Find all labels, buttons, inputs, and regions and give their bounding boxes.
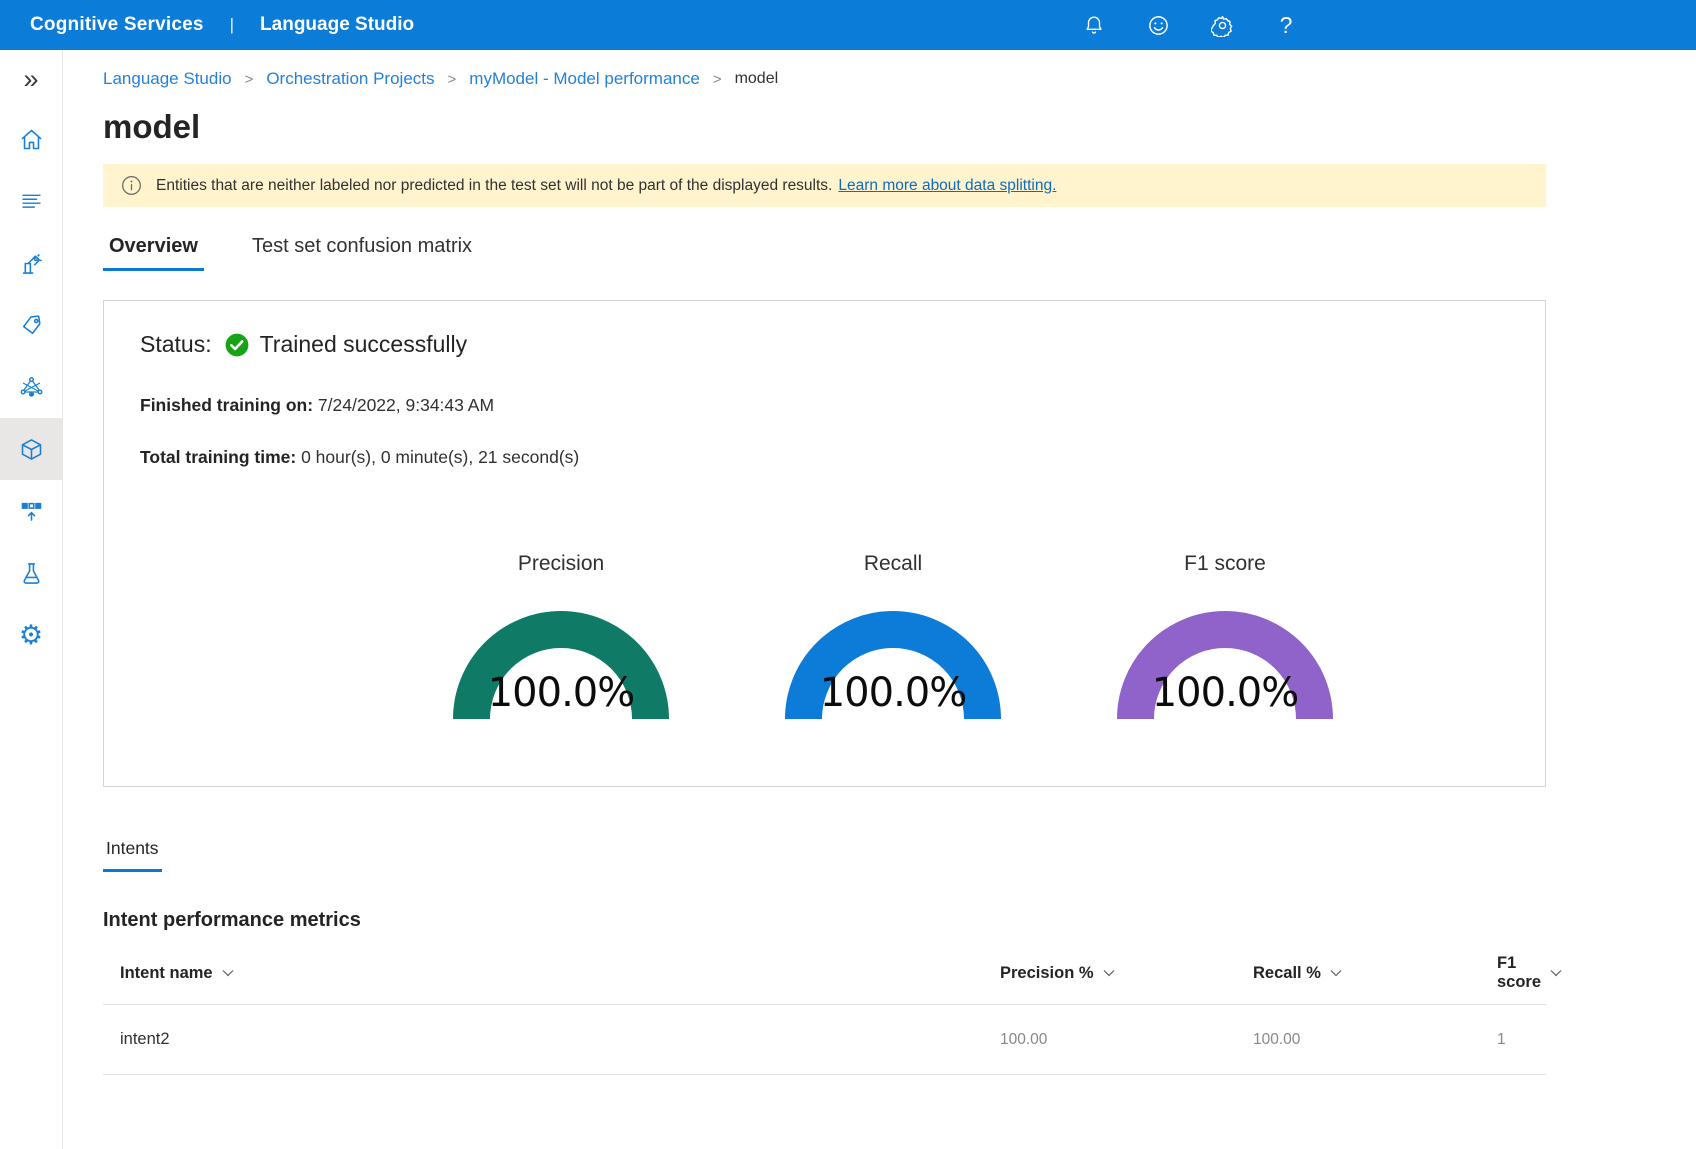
text-lines-icon [18,188,45,215]
sidebar-item-orchestration[interactable] [0,356,62,418]
success-check-icon [224,332,250,358]
training-status-card: Status: Trained successfully Finished tr… [103,300,1546,787]
entity-pivot: Intents [103,834,1546,872]
table-header-row: Intent name Precision % Recall % [103,942,1562,1004]
sidebar-item-labeling[interactable] [0,294,62,356]
breadcrumb-model-performance[interactable]: myModel - Model performance [469,69,700,88]
breadcrumb-current: model [734,70,779,87]
deploy-upload-icon [18,498,45,525]
status-line: Status: Trained successfully [140,331,1509,358]
tab-intents[interactable]: Intents [103,834,162,872]
flask-icon [18,560,45,587]
finished-training-line: Finished training on: 7/24/2022, 9:34:43… [140,395,1509,416]
tab-overview[interactable]: Overview [103,231,204,271]
finished-training-label: Finished training on: [140,395,314,415]
topbar-icon-group: ? [1082,0,1298,50]
sidebar-item-settings[interactable]: ⚙ [0,604,62,666]
notifications-bell-icon[interactable] [1082,13,1106,37]
brand-divider: | [229,15,235,34]
sidebar-item-testing[interactable] [0,542,62,604]
breadcrumb: Language Studio > Orchestration Projects… [103,50,1546,89]
breadcrumb-orchestration-projects[interactable]: Orchestration Projects [266,69,435,88]
help-question-icon[interactable]: ? [1279,11,1293,38]
banner-learn-more-link[interactable]: Learn more about data splitting. [838,176,1057,194]
robot-arm-icon [18,250,45,277]
table-row-intent2[interactable]: intent2 100.00 100.00 1 [103,1005,1546,1074]
breadcrumb-separator-icon: > [712,70,722,88]
cube-icon [18,436,45,463]
column-header-f1-score[interactable]: F1 score [1497,954,1562,992]
f1-gauge: F1 score 100.0% [1059,552,1391,719]
left-navigation-rail: » [0,50,63,1149]
tab-test-set-confusion-matrix[interactable]: Test set confusion matrix [251,235,473,257]
table-divider [103,1074,1546,1075]
home-icon [18,126,45,153]
recall-gauge-label: Recall [863,552,923,575]
column-header-precision[interactable]: Precision % [1000,964,1253,983]
breadcrumb-language-studio[interactable]: Language Studio [103,69,232,88]
f1-gauge-label: F1 score [1184,552,1266,575]
info-banner: Entities that are neither labeled nor pr… [103,164,1546,207]
feedback-smiley-icon[interactable] [1146,13,1170,37]
cell-recall: 100.00 [1253,1030,1301,1048]
training-time-value: 0 hour(s), 0 minute(s), 21 second(s) [301,447,580,467]
recall-gauge-value: 100.0% [819,670,968,716]
tag-icon [18,312,45,339]
status-value: Trained successfully [259,331,468,357]
sidebar-item-model-performance[interactable] [0,418,62,480]
expand-sidebar-button[interactable]: » [0,50,62,108]
chevron-down-icon [222,969,234,977]
cell-f1-score: 1 [1497,1030,1506,1048]
finished-training-value: 7/24/2022, 9:34:43 AM [317,395,495,415]
column-header-recall[interactable]: Recall % [1253,964,1497,983]
page-title: model [103,108,201,145]
table-divider [103,1004,1546,1005]
precision-gauge-value: 100.0% [487,670,636,716]
status-label: Status: [140,331,212,357]
page-tabs: Overview Test set confusion matrix [103,231,1546,271]
sidebar-item-projects[interactable] [0,170,62,232]
training-time-label: Total training time: [140,447,297,467]
sidebar-item-machine-learning[interactable] [0,232,62,294]
double-chevron-right-icon: » [23,63,39,94]
network-graph-icon [18,374,45,401]
breadcrumb-separator-icon: > [244,70,254,88]
breadcrumb-separator-icon: > [447,70,457,88]
chevron-down-icon [1330,969,1342,977]
chevron-down-icon [1103,969,1115,977]
top-app-bar: Cognitive Services | Language Studio ? [0,0,1696,50]
cell-precision: 100.00 [1000,1030,1048,1048]
chevron-down-icon [1550,969,1562,977]
metrics-heading: Intent performance metrics [103,909,361,931]
precision-gauge: Precision 100.0% [395,552,727,719]
metric-gauges: Precision 100.0% Recall 100.0% [395,552,1545,719]
recall-gauge: Recall 100.0% [727,552,1059,719]
main-content: Language Studio > Orchestration Projects… [63,50,1696,1149]
sidebar-item-home[interactable] [0,108,62,170]
sidebar-item-deploy[interactable] [0,480,62,542]
training-time-line: Total training time: 0 hour(s), 0 minute… [140,447,1509,468]
brand-title: Cognitive Services [30,14,204,35]
column-header-intent-name[interactable]: Intent name [120,964,1000,983]
settings-gear-icon[interactable] [1210,13,1234,37]
f1-gauge-value: 100.0% [1151,670,1300,716]
banner-text: Entities that are neither labeled nor pr… [156,176,833,194]
intent-metrics-table: Intent name Precision % Recall % [103,942,1562,1075]
cell-intent-name: intent2 [120,1030,170,1048]
info-circle-icon [121,175,142,196]
app-title: Language Studio [260,14,415,35]
settings-gear-icon: ⚙ [18,619,44,650]
precision-gauge-label: Precision [517,552,605,575]
